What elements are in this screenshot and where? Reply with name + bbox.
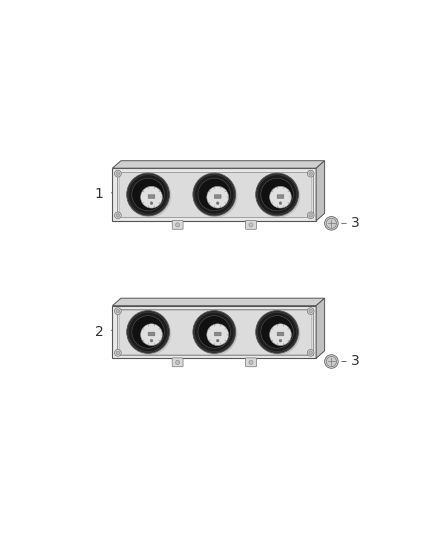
Circle shape <box>116 309 120 313</box>
Circle shape <box>309 172 312 175</box>
Circle shape <box>207 324 229 345</box>
Circle shape <box>258 312 297 352</box>
Circle shape <box>216 340 219 342</box>
FancyBboxPatch shape <box>172 221 183 229</box>
Circle shape <box>326 218 336 229</box>
Circle shape <box>307 212 314 219</box>
Circle shape <box>307 350 314 356</box>
Circle shape <box>198 178 230 211</box>
Circle shape <box>309 351 312 354</box>
Circle shape <box>309 309 312 313</box>
Circle shape <box>325 216 338 230</box>
Circle shape <box>128 312 171 355</box>
Circle shape <box>132 178 164 211</box>
FancyBboxPatch shape <box>246 221 256 229</box>
Circle shape <box>141 187 162 208</box>
Polygon shape <box>316 161 325 221</box>
Circle shape <box>132 316 164 348</box>
Circle shape <box>249 223 253 227</box>
Circle shape <box>193 311 236 353</box>
Circle shape <box>128 174 171 217</box>
Circle shape <box>194 312 237 355</box>
Circle shape <box>176 360 180 365</box>
Circle shape <box>256 311 298 353</box>
Text: 1: 1 <box>95 188 103 201</box>
Polygon shape <box>113 161 325 168</box>
Circle shape <box>176 223 180 227</box>
Polygon shape <box>117 309 313 355</box>
Polygon shape <box>113 305 316 358</box>
FancyBboxPatch shape <box>148 195 155 198</box>
Circle shape <box>194 175 234 214</box>
Circle shape <box>279 202 282 205</box>
Circle shape <box>114 308 121 314</box>
Circle shape <box>249 360 253 365</box>
Polygon shape <box>316 298 325 358</box>
Circle shape <box>326 357 336 367</box>
Circle shape <box>279 340 282 342</box>
Circle shape <box>114 212 121 219</box>
Circle shape <box>270 187 291 208</box>
Circle shape <box>198 316 230 348</box>
Polygon shape <box>117 172 313 217</box>
Circle shape <box>128 175 168 214</box>
Polygon shape <box>113 298 325 305</box>
Circle shape <box>114 170 121 177</box>
FancyBboxPatch shape <box>277 195 284 198</box>
FancyBboxPatch shape <box>148 332 155 336</box>
Circle shape <box>114 350 121 356</box>
Circle shape <box>128 312 168 352</box>
Circle shape <box>261 178 293 211</box>
FancyBboxPatch shape <box>214 195 221 198</box>
FancyBboxPatch shape <box>277 332 284 336</box>
Circle shape <box>309 214 312 217</box>
Circle shape <box>141 324 162 345</box>
Circle shape <box>258 175 297 214</box>
Circle shape <box>116 214 120 217</box>
Circle shape <box>194 174 237 217</box>
FancyBboxPatch shape <box>172 358 183 367</box>
Circle shape <box>150 340 153 342</box>
Circle shape <box>270 324 291 345</box>
Circle shape <box>193 173 236 216</box>
Circle shape <box>307 170 314 177</box>
Polygon shape <box>113 168 316 221</box>
Text: 2: 2 <box>95 325 103 339</box>
Circle shape <box>207 187 229 208</box>
Circle shape <box>194 312 234 352</box>
Circle shape <box>257 174 300 217</box>
Circle shape <box>116 351 120 354</box>
FancyBboxPatch shape <box>214 332 221 336</box>
FancyBboxPatch shape <box>246 358 256 367</box>
Circle shape <box>116 172 120 175</box>
Circle shape <box>216 202 219 205</box>
Circle shape <box>150 202 153 205</box>
Circle shape <box>307 308 314 314</box>
Text: 3: 3 <box>351 216 360 230</box>
Circle shape <box>261 316 293 348</box>
Circle shape <box>256 173 298 216</box>
Circle shape <box>127 173 170 216</box>
Circle shape <box>127 311 170 353</box>
Circle shape <box>257 312 300 355</box>
Text: 3: 3 <box>351 354 360 368</box>
Circle shape <box>325 354 338 368</box>
